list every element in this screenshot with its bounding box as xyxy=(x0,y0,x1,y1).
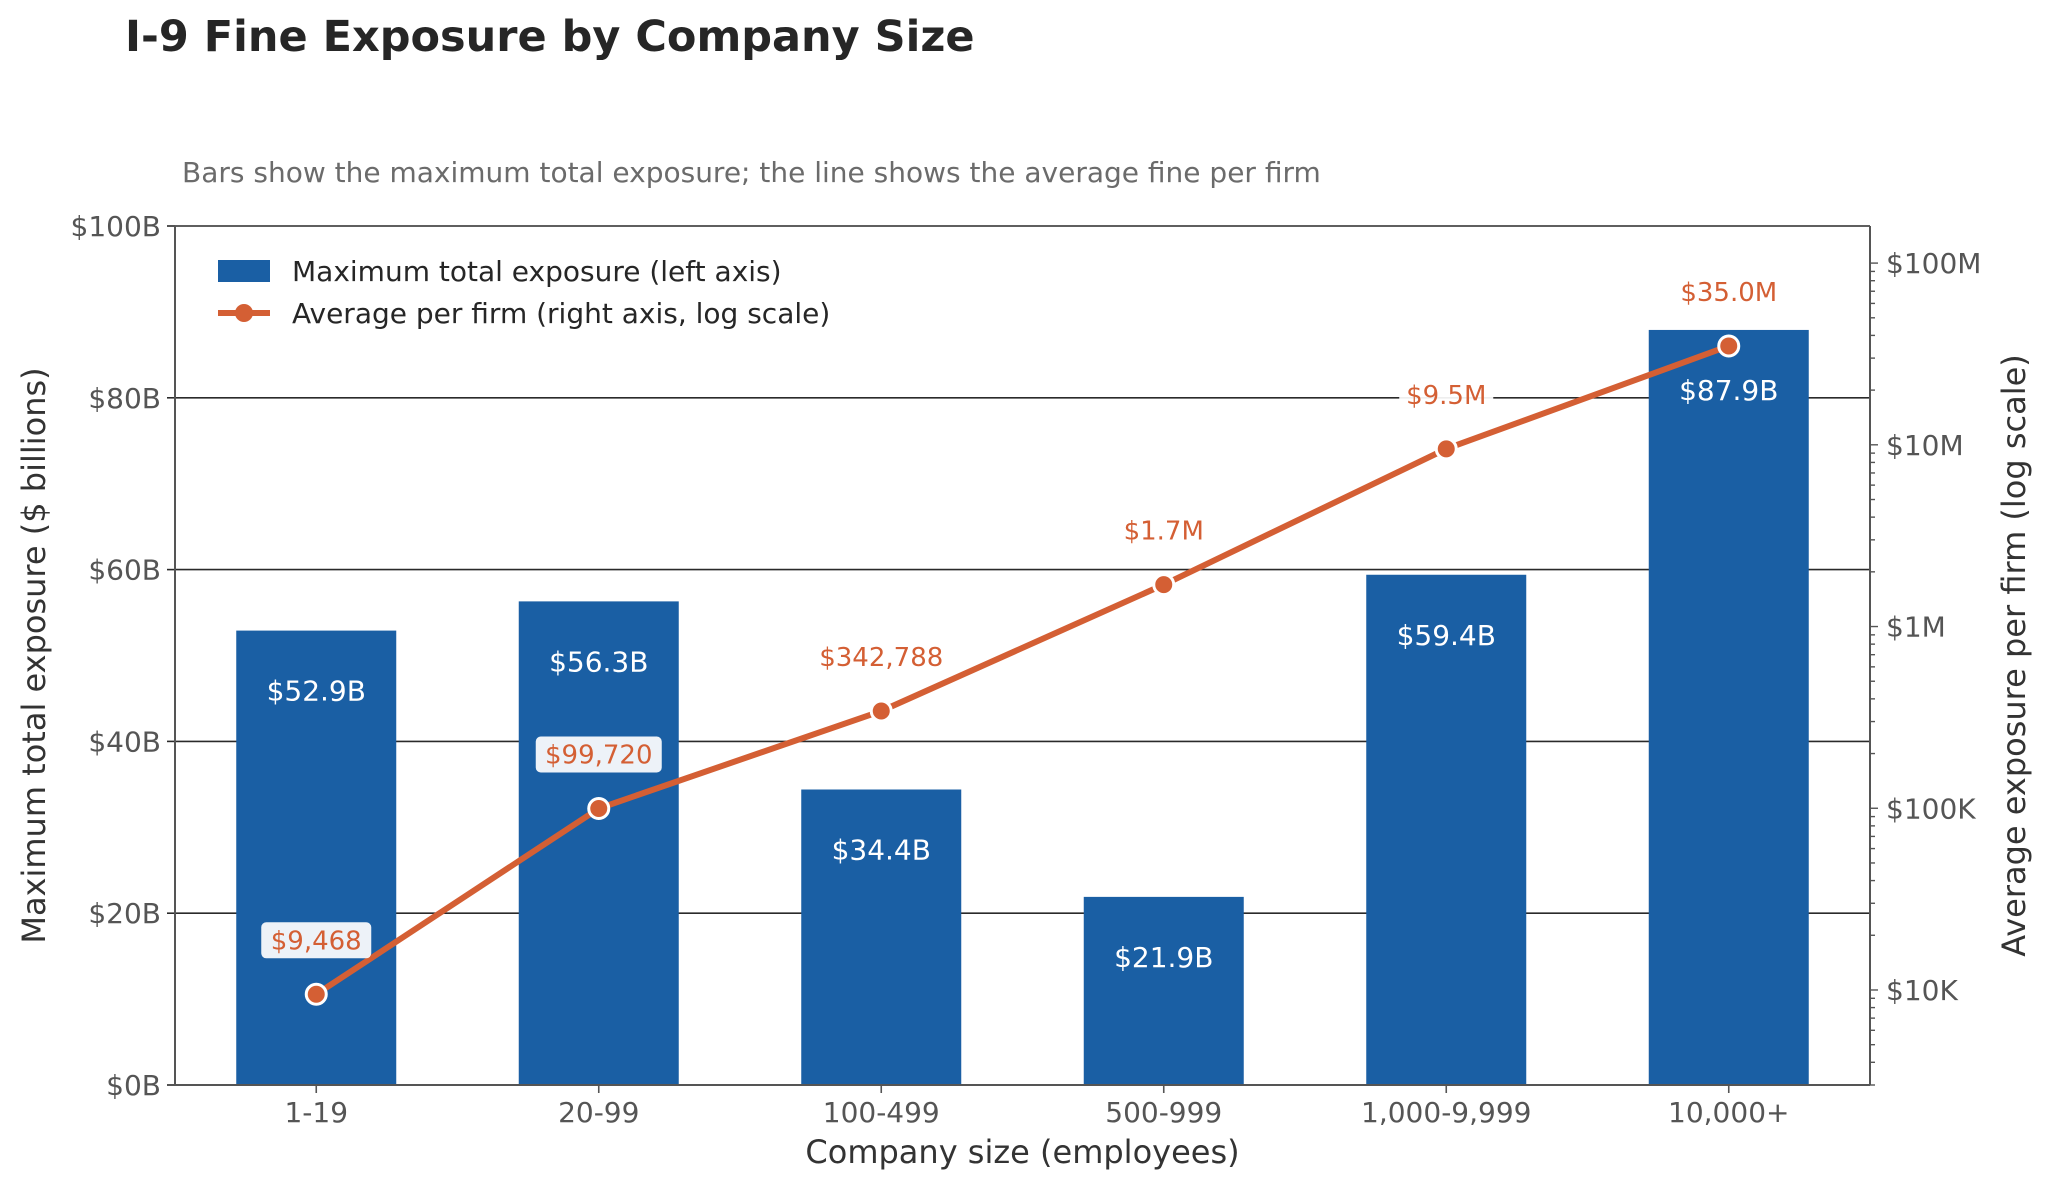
bar-value-label: $59.4B xyxy=(1397,619,1496,652)
average-point xyxy=(587,796,611,820)
bar xyxy=(1366,574,1527,1085)
average-value-label: $99,720 xyxy=(545,740,653,770)
y-right-tick-label: $100M xyxy=(1886,247,1981,280)
average-value-label: $9,468 xyxy=(271,926,362,956)
legend-line-label: Average per firm (right axis, log scale) xyxy=(292,297,830,330)
bar-value-label: $87.9B xyxy=(1679,374,1778,407)
average-label-box xyxy=(810,639,953,676)
average-point xyxy=(869,699,893,723)
average-line xyxy=(304,334,1741,1006)
average-point xyxy=(304,982,328,1006)
average-point xyxy=(1152,573,1176,597)
grid-lines xyxy=(175,225,1870,1086)
x-tick-label: 1,000-9,999 xyxy=(1361,1096,1531,1129)
axes: $0B $20B $40B $60B $80B $100B 1-19 20-99 100-499… xyxy=(71,210,1982,1129)
y-left-tick-label: $20B xyxy=(88,897,161,930)
x-tick-label: 500-999 xyxy=(1105,1096,1222,1129)
y-right-tick-label: $10K xyxy=(1886,974,1958,1007)
average-value-label: $342,788 xyxy=(819,643,943,673)
data-labels: $52.9B $56.3B $34.4B $21.9B $59.4B $87.9B $9,4… xyxy=(261,273,1784,974)
average-label-box xyxy=(1116,512,1211,549)
average-point xyxy=(1434,437,1458,461)
average-label-box xyxy=(1673,273,1784,310)
legend: Maximum total exposure (left axis) Averag… xyxy=(218,255,830,330)
average-label-box xyxy=(1399,376,1494,413)
y-left-tick-label: $60B xyxy=(88,554,161,587)
y-right-tick-label: $100K xyxy=(1886,792,1976,825)
legend-bar-swatch xyxy=(218,260,270,282)
y-axis-left-label: Maximum total exposure ($ billions) xyxy=(15,367,53,943)
y-left-tick-label: $40B xyxy=(88,725,161,758)
y-left-tick-label: $0B xyxy=(106,1069,161,1102)
chart-title: I-9 Fine Exposure by Company Size xyxy=(125,12,975,62)
bar xyxy=(236,630,397,1085)
average-label-box xyxy=(535,736,662,773)
average-value-label: $35.0M xyxy=(1680,278,1777,308)
average-line-path xyxy=(313,342,1732,998)
legend-line-marker xyxy=(235,304,253,322)
bar-value-label: $34.4B xyxy=(832,834,931,867)
bar xyxy=(801,789,962,1085)
x-tick-label: 1-19 xyxy=(284,1096,348,1129)
average-point xyxy=(1717,334,1741,358)
x-axis-label: Company size (employees) xyxy=(805,1133,1239,1171)
legend-bar-label: Maximum total exposure (left axis) xyxy=(292,255,782,288)
bar-value-label: $56.3B xyxy=(549,645,648,678)
y-right-tick-label: $10M xyxy=(1886,429,1964,462)
y-left-tick-label: $100B xyxy=(71,210,161,243)
y-left-tick-label: $80B xyxy=(88,382,161,415)
bar-value-label: $21.9B xyxy=(1114,941,1213,974)
bar xyxy=(1648,329,1809,1086)
average-label-box xyxy=(261,922,372,959)
bar-value-label: $52.9B xyxy=(267,675,366,708)
average-value-label: $9.5M xyxy=(1406,381,1486,411)
x-tick-label: 20-99 xyxy=(558,1096,639,1129)
bars xyxy=(236,329,1809,1086)
bar xyxy=(1083,896,1244,1085)
average-value-label: $1.7M xyxy=(1124,517,1204,547)
y-axis-right-label: Average exposure per firm (log scale) xyxy=(1995,354,2033,957)
x-tick-label: 10,000+ xyxy=(1668,1096,1789,1129)
x-tick-label: 100-499 xyxy=(823,1096,940,1129)
y-right-tick-label: $1M xyxy=(1886,611,1946,644)
chart-subtitle: Bars show the maximum total exposure; th… xyxy=(182,156,1321,189)
